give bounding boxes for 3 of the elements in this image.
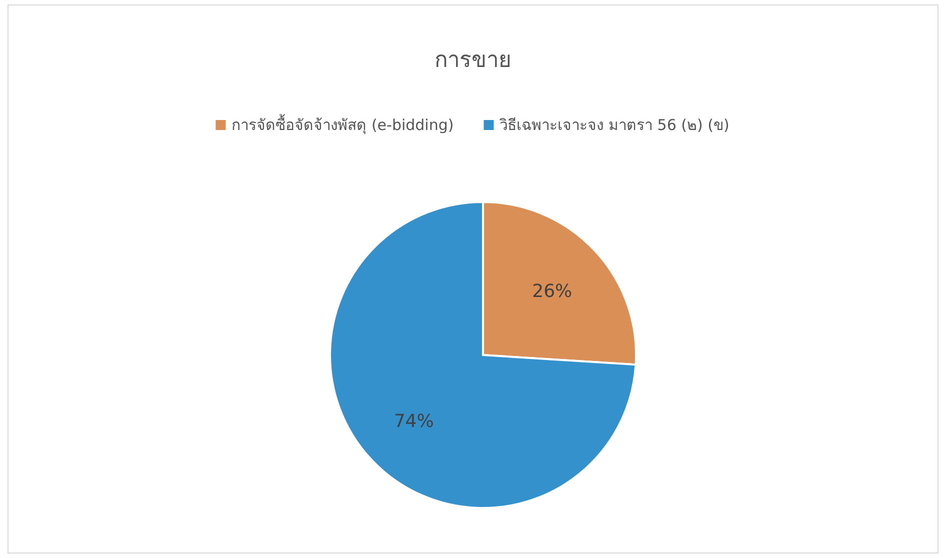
- legend-label: การจัดซื้อจัดจ้างพัสดุ (e-bidding): [232, 114, 454, 135]
- title: การขาย: [434, 48, 512, 73]
- legend-label: วิธีเฉพาะเจาะจง มาตรา 56 (๒) (ข): [498, 116, 730, 134]
